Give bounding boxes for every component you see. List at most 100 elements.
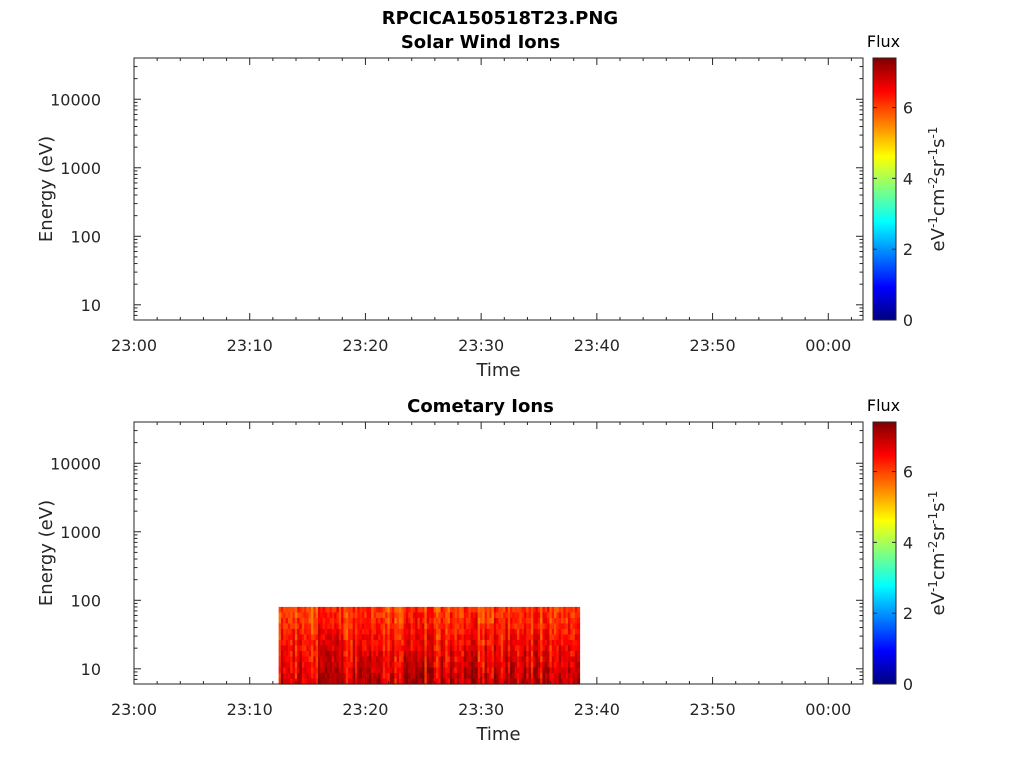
spectrogram-cell [535,628,539,636]
spectrogram-cell [442,678,446,685]
spectrogram-cell [466,656,470,663]
spectrogram-cell [447,656,451,663]
spectrogram-cell [454,623,458,630]
spectrogram-cell [493,645,497,652]
spectrogram-cell [311,667,314,674]
spectrogram-cell [470,617,474,625]
spectrogram-cell [567,628,571,636]
spectrogram-cell [560,667,564,674]
spectrogram-cell [405,634,409,641]
spectrogram-cell [405,617,409,625]
spectrogram-cell [341,656,345,663]
spectrogram-cell [479,661,483,669]
spectrogram-cell [482,639,486,647]
spectrogram-cell [514,606,518,614]
spectrogram-cell [290,672,294,680]
spectrogram-cell [463,678,467,685]
spectrogram-cell [317,650,321,658]
spectrogram-cell [540,623,544,630]
spectrogram-cell [574,672,578,680]
spectrogram-cell [352,667,356,674]
spectrogram-cell [503,656,507,663]
spectrogram-cell [311,639,314,647]
spectrogram-cell [410,672,414,680]
spectrogram-cell [477,612,481,619]
spectrogram-cell [292,672,296,680]
spectrogram-cell [528,617,532,625]
spectrogram-cell [463,661,467,669]
spectrogram-cell [577,650,581,658]
spectrogram-cell [336,661,340,669]
spectrogram-cell [452,634,456,641]
spectrogram-cell [554,672,557,680]
spectrogram-cell [500,645,504,652]
spectrogram-cell [292,661,296,669]
spectrogram-cell [503,645,507,652]
spectrogram-cell [440,628,444,636]
spectrogram-cell [445,672,449,680]
spectrogram-cell [535,606,539,614]
spectrogram-cell [350,656,354,663]
spectrogram-cell [574,634,578,641]
spectrogram-cell [572,612,576,619]
spectrogram-cell [449,650,453,658]
spectrogram-cell [528,672,532,680]
spectrogram-cell [567,634,571,641]
spectrogram-cell [530,678,534,685]
unit-exponent: -1 [926,148,940,160]
spectrogram-cell [463,667,467,674]
spectrogram-cell [375,617,379,625]
spectrogram-cell [447,623,451,630]
spectrogram-cell [415,645,419,652]
spectrogram-cell [348,639,351,647]
spectrogram-cell [283,672,287,680]
spectrogram-cell [408,678,412,685]
spectrogram-cell [507,606,511,614]
spectrogram-cell [424,678,428,685]
spectrogram-cell [486,656,490,663]
spectrogram-cell [429,645,432,652]
spectrogram-cell [301,623,305,630]
spectrogram-cell [308,678,312,685]
spectrogram-cell [294,656,298,663]
spectrogram-cell [560,639,564,647]
spectrogram-cell [355,645,358,652]
spectrogram-cell [431,612,435,619]
spectrogram-cell [366,628,370,636]
x-tick-label: 23:50 [690,700,736,719]
spectrogram-cell [322,617,326,625]
spectrogram-cell [392,612,395,619]
spectrogram-cell [285,661,289,669]
spectrogram-cell [558,617,562,625]
spectrogram-cell [327,672,331,680]
spectrogram-cell [473,672,476,680]
spectrogram-cell [320,645,324,652]
spectrogram-cell [442,612,446,619]
spectrogram-cell [486,617,490,625]
spectrogram-cell [438,634,442,641]
spectrogram-cell [355,678,358,685]
spectrogram-cell [565,623,569,630]
spectrogram-cell [401,672,405,680]
spectrogram-cell [317,617,321,625]
spectrogram-cell [341,628,345,636]
spectrogram-cell [410,639,414,647]
spectrogram-cell [452,639,456,647]
spectrogram-cell [519,617,523,625]
spectrogram-cell [361,623,365,630]
spectrogram-cell [371,672,375,680]
spectrogram-cell [512,606,516,614]
spectrogram-cell [572,645,576,652]
y-axis-label: Energy (eV) [36,500,57,606]
spectrogram-cell [320,678,324,685]
spectrogram-cell [359,678,363,685]
spectrogram-cell [505,606,509,614]
spectrogram-cell [563,672,567,680]
spectrogram-cell [454,639,458,647]
spectrogram-cell [574,617,578,625]
spectrogram-cell [361,678,365,685]
spectrogram-cell [459,667,463,674]
spectrogram-cell [371,617,375,625]
unit-base: eV [928,591,949,615]
spectrogram-cell [526,650,530,658]
